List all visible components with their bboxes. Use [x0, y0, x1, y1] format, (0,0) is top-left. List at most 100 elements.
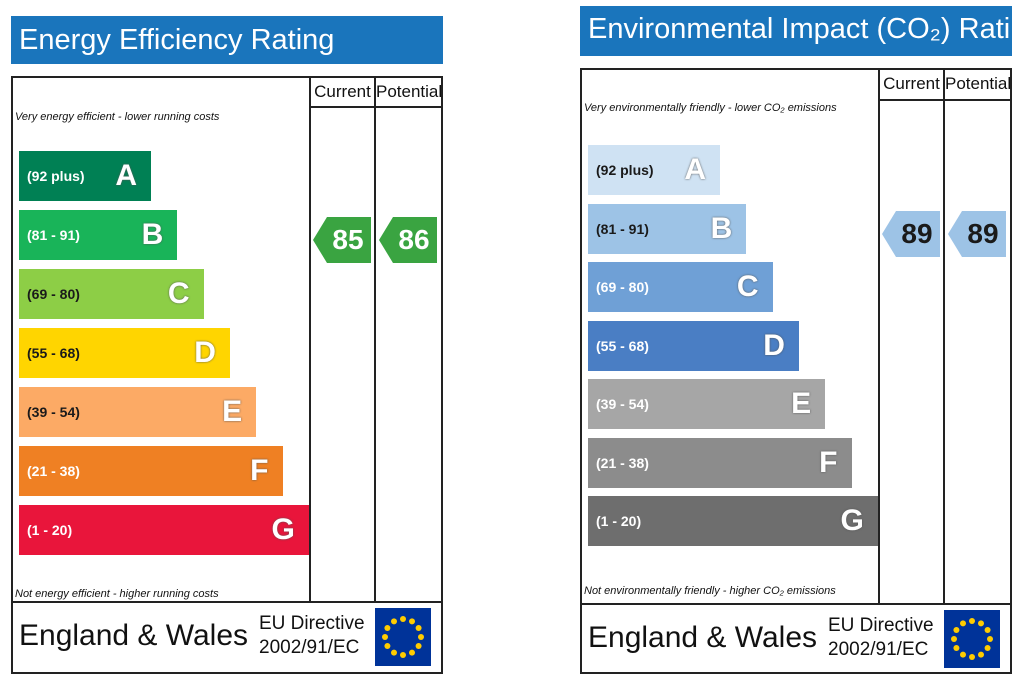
eu-star-icon	[953, 627, 960, 633]
eu-star-icon	[984, 627, 991, 633]
chart-title: Environmental Impact (CO₂) Rating	[580, 6, 1024, 56]
potential-rating-arrow-shape	[379, 217, 437, 263]
band-letter: E	[222, 395, 243, 428]
footer-divider	[11, 601, 443, 603]
potential-column-header: Potential	[376, 82, 443, 101]
potential-column-divider	[374, 76, 376, 603]
eu-star-icon	[400, 616, 406, 622]
band-letter: C	[167, 277, 190, 310]
band-c: (69 - 80) C	[19, 269, 204, 319]
eu-star-icon	[978, 620, 984, 627]
eu-star-icon	[953, 645, 960, 651]
band-range-label: (55 - 68)	[596, 337, 649, 354]
band-letter: F	[250, 454, 269, 487]
band-range-label: (55 - 68)	[27, 345, 80, 361]
eu-star-icon	[951, 636, 957, 642]
top-note: Very environmentally friendly - lower CO…	[584, 102, 837, 114]
potential-rating-arrow: 86	[379, 217, 437, 263]
eu-star-icon	[969, 654, 975, 660]
eu-star-icon	[960, 620, 966, 627]
eu-star-icon	[984, 645, 991, 651]
potential-column-divider	[943, 68, 945, 605]
eu-star-icon	[409, 649, 415, 656]
eu-star-icon	[409, 618, 415, 625]
current-rating-arrow-value: 89	[901, 217, 933, 249]
band-a: (92 plus) A	[588, 145, 720, 195]
footer-divider	[580, 603, 1012, 605]
eu-star-icon	[415, 625, 422, 631]
current-column-divider	[309, 76, 311, 603]
header-divider	[880, 99, 1012, 101]
top-note: Very energy efficient - lower running co…	[15, 111, 220, 123]
current-rating-arrow: 85	[313, 217, 371, 263]
band-g: (1 - 20) G	[19, 505, 309, 555]
band-f: (21 - 38) F	[19, 446, 283, 496]
eu-star-icon	[987, 636, 993, 642]
band-range-label: (92 plus)	[596, 162, 654, 178]
current-column-header: Current	[883, 74, 940, 93]
eu-star-icon	[418, 634, 424, 640]
eu-star-icon	[415, 643, 422, 649]
band-e: (39 - 54) E	[19, 387, 257, 437]
band-letter: C	[736, 270, 759, 303]
band-letter: D	[194, 336, 216, 369]
band-letter: A	[115, 159, 137, 192]
band-c: (69 - 80) C	[588, 262, 773, 312]
eu-star-icon	[384, 625, 391, 631]
directive-line-2: 2002/91/EC	[259, 637, 360, 658]
band-range-label: (21 - 38)	[27, 463, 80, 479]
band-d: (55 - 68) D	[19, 328, 230, 378]
current-column-divider	[878, 68, 880, 605]
band-f: (21 - 38) F	[588, 437, 852, 488]
footer-directive: EU Directive 2002/91/EC	[828, 614, 934, 662]
band-b: (81 - 91) B	[19, 210, 178, 260]
band-a: (92 plus) A	[19, 151, 151, 201]
band-range-label: (81 - 91)	[27, 227, 80, 243]
band-e: (39 - 54) E	[588, 379, 826, 429]
eu-star-icon	[382, 634, 388, 640]
current-rating-arrow-value: 85	[332, 224, 364, 255]
band-range-label: (21 - 38)	[596, 454, 649, 471]
band-g: (1 - 20) G	[588, 496, 878, 546]
eu-star-icon	[960, 651, 966, 658]
potential-column-header: Potential	[945, 74, 1012, 93]
band-range-label: (92 plus)	[27, 168, 85, 184]
header-divider	[311, 106, 443, 108]
potential-rating-arrow-value: 89	[967, 217, 999, 249]
eu-flag-icon	[375, 608, 431, 666]
directive-line-1: EU Directive	[828, 615, 934, 636]
current-rating-arrow: 89	[882, 210, 940, 257]
band-letter: G	[840, 504, 864, 537]
environmental-impact-chart: Environmental Impact (CO₂) Rating Curren…	[580, 6, 1024, 674]
band-letter: G	[271, 513, 295, 546]
band-range-label: (1 - 20)	[27, 522, 73, 538]
chart-title: Energy Efficiency Rating	[11, 16, 443, 64]
eu-star-icon	[391, 649, 397, 656]
footer-directive: EU Directive 2002/91/EC	[259, 612, 365, 660]
band-range-label: (81 - 91)	[596, 220, 649, 237]
eu-star-icon	[978, 651, 984, 658]
band-range-label: (39 - 54)	[596, 396, 649, 412]
eu-star-icon	[400, 652, 406, 658]
directive-line-2: 2002/91/EC	[828, 639, 929, 660]
band-range-label: (1 - 20)	[596, 513, 642, 529]
band-letter: B	[141, 218, 164, 251]
band-letter: F	[819, 445, 838, 479]
band-letter: A	[684, 153, 706, 186]
band-letter: B	[710, 211, 733, 245]
energy-efficiency-chart: Energy Efficiency Rating Current Potenti…	[11, 16, 443, 674]
potential-rating-arrow: 89	[948, 210, 1006, 257]
band-d: (55 - 68) D	[588, 320, 799, 371]
eu-star-icon	[969, 618, 975, 624]
eu-star-icon	[391, 618, 397, 625]
band-range-label: (69 - 80)	[27, 286, 80, 302]
band-b: (81 - 91) B	[588, 203, 747, 254]
current-rating-arrow-shape	[882, 210, 940, 257]
potential-rating-arrow-value: 86	[398, 224, 430, 255]
band-range-label: (69 - 80)	[596, 279, 649, 295]
eu-star-icon	[384, 643, 391, 649]
band-letter: E	[791, 387, 812, 420]
bottom-note: Not energy efficient - higher running co…	[15, 588, 219, 600]
footer-country: England & Wales	[588, 621, 818, 654]
bottom-note: Not environmentally friendly - higher CO…	[584, 585, 836, 597]
